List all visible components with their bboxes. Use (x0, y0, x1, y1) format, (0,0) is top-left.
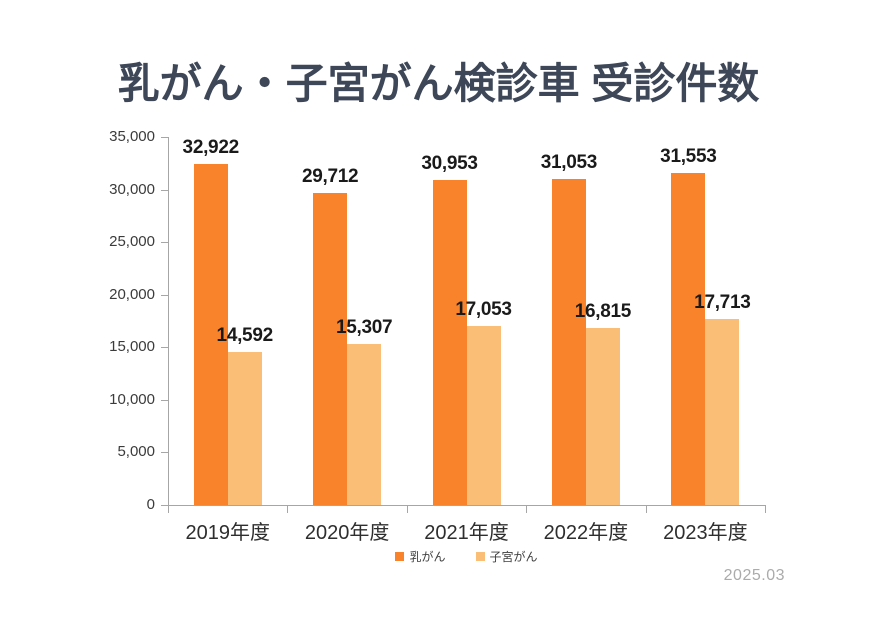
legend-swatch-icon (395, 552, 405, 561)
y-tick-label: 20,000 (109, 285, 155, 303)
value-label: 31,553 (660, 146, 717, 168)
x-axis-label: 2020年度 (304, 522, 390, 544)
value-label: 16,815 (574, 301, 632, 323)
legend-swatch-icon (475, 552, 485, 561)
y-tick-mark (161, 294, 168, 296)
date-note: 2025.03 (723, 567, 785, 584)
y-tick-mark (161, 452, 168, 454)
x-axis-label: 2022年度 (543, 522, 629, 544)
x-tick-mark (645, 505, 647, 513)
y-tick-mark (161, 242, 168, 244)
bar-column-breast-cancer: 31,553 (660, 137, 717, 505)
bar-column-uterine-cancer: 17,053 (455, 137, 512, 505)
bar-column-uterine-cancer: 16,815 (575, 137, 631, 505)
bar-column-uterine-cancer: 17,713 (694, 137, 751, 505)
y-tick-label: 30,000 (109, 180, 155, 198)
bar-column-breast-cancer: 29,712 (302, 137, 359, 505)
value-label: 14,592 (216, 324, 274, 346)
value-label: 31,053 (540, 151, 598, 173)
x-tick-mark (168, 505, 169, 513)
bar-uterine-cancer (705, 318, 740, 505)
y-tick-mark (161, 505, 168, 506)
legend-item-breast-cancer: 乳がん (395, 548, 446, 565)
bar-uterine-cancer (585, 328, 620, 505)
chart-title: 乳がん・子宮がん検診車 受診件数 (117, 60, 760, 107)
y-tick-label: 0 (146, 496, 155, 513)
bar-column-uterine-cancer: 14,592 (217, 137, 273, 505)
value-label: 29,712 (301, 165, 359, 187)
bar-group: 31,553 17,713 2023年度 (646, 137, 765, 544)
y-tick-label: 15,000 (109, 338, 155, 356)
y-tick-mark (161, 189, 168, 191)
bar-breast-cancer (313, 192, 348, 505)
bar-group: 31,053 16,815 2022年度 (526, 137, 645, 545)
x-tick-mark (765, 505, 766, 513)
y-tick-label: 25,000 (109, 233, 155, 251)
value-label: 30,953 (421, 152, 478, 174)
legend: 乳がん 子宮がん (168, 548, 765, 565)
bar-breast-cancer (432, 179, 467, 505)
y-axis-line (168, 137, 169, 505)
bar-group: 32,922 14,592 2019年度 (168, 137, 287, 544)
bar-group: 30,953 17,053 2021年度 (407, 137, 526, 544)
value-label: 15,307 (335, 317, 393, 339)
legend-item-uterine-cancer: 子宮がん (475, 548, 538, 565)
y-tick-label: 5,000 (117, 443, 155, 461)
bar-breast-cancer (671, 173, 706, 505)
bar-groups: 32,922 14,592 2019年度 29,712 15,307 2020年度 30,9… (168, 137, 765, 545)
bar-column-breast-cancer: 30,953 (421, 137, 478, 505)
legend-label: 乳がん (409, 550, 446, 564)
bar-uterine-cancer (347, 344, 382, 505)
value-label: 32,922 (182, 137, 240, 158)
x-axis-label: 2021年度 (424, 522, 509, 544)
bar-uterine-cancer (466, 325, 501, 505)
y-tick-label: 10,000 (109, 390, 155, 408)
value-label: 17,713 (694, 291, 751, 313)
y-tick-mark (161, 347, 168, 349)
bar-group: 29,712 15,307 2020年度 (287, 137, 406, 544)
bar-column-uterine-cancer: 15,307 (336, 137, 393, 505)
bar-breast-cancer (193, 164, 228, 505)
y-tick-mark (161, 399, 168, 401)
x-tick-mark (406, 505, 408, 513)
value-label: 17,053 (455, 298, 512, 320)
bar-column-breast-cancer: 32,922 (183, 137, 239, 505)
x-axis-label: 2019年度 (185, 522, 270, 544)
y-tick-mark (161, 137, 168, 138)
x-tick-mark (287, 505, 289, 513)
bar-uterine-cancer (227, 351, 262, 505)
x-axis-line (168, 505, 766, 506)
legend-label: 子宮がん (489, 550, 538, 564)
bar-breast-cancer (551, 178, 586, 505)
x-axis-label: 2023年度 (663, 522, 748, 544)
bar-column-breast-cancer: 31,053 (541, 137, 597, 505)
x-tick-mark (526, 505, 528, 513)
y-tick-label: 35,000 (109, 128, 155, 145)
